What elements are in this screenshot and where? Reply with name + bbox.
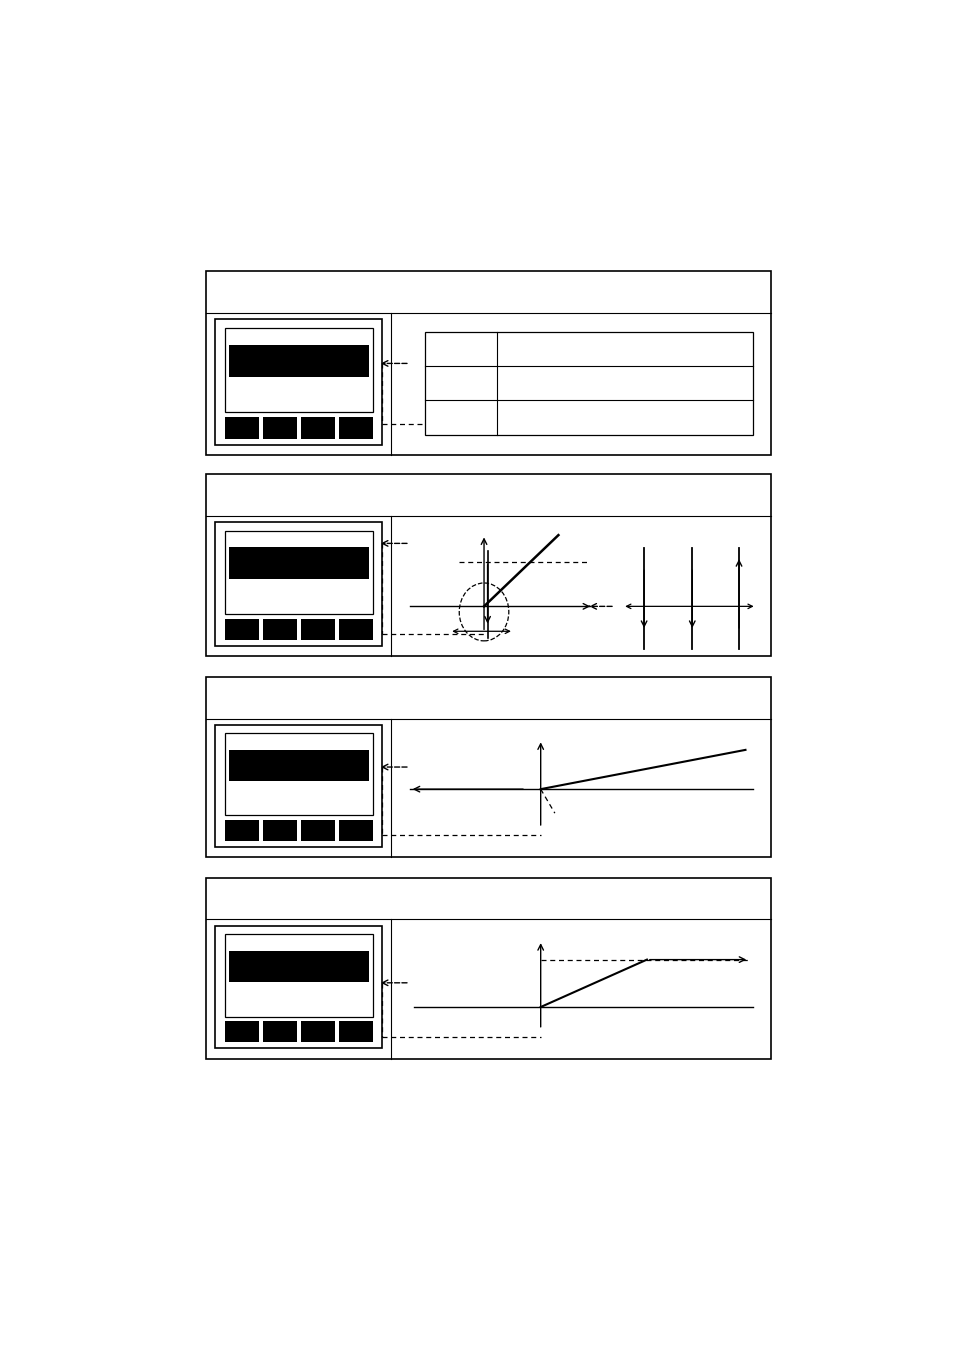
Bar xyxy=(215,521,382,646)
Bar xyxy=(206,677,771,857)
Bar xyxy=(338,417,373,439)
Bar xyxy=(338,619,373,639)
Bar xyxy=(229,547,368,578)
Bar xyxy=(206,272,771,455)
Bar xyxy=(229,951,368,982)
Bar xyxy=(206,878,771,1059)
Bar xyxy=(300,1021,335,1042)
Bar xyxy=(215,925,382,1048)
Bar xyxy=(229,750,368,781)
Bar xyxy=(262,1021,297,1042)
Bar xyxy=(300,417,335,439)
Bar xyxy=(224,619,259,639)
Bar xyxy=(224,1021,259,1042)
Bar xyxy=(224,531,373,613)
Bar xyxy=(338,820,373,840)
Bar xyxy=(262,820,297,840)
Bar xyxy=(206,474,771,657)
Bar xyxy=(224,820,259,840)
Bar xyxy=(215,319,382,444)
Bar xyxy=(300,619,335,639)
Bar xyxy=(224,935,373,1016)
Bar xyxy=(300,820,335,840)
Bar xyxy=(338,1021,373,1042)
Bar xyxy=(224,417,259,439)
Bar xyxy=(224,328,373,412)
Bar xyxy=(224,734,373,815)
Bar xyxy=(262,619,297,639)
Bar xyxy=(424,332,752,435)
Bar xyxy=(229,345,368,377)
Bar xyxy=(262,417,297,439)
Bar xyxy=(215,725,382,847)
